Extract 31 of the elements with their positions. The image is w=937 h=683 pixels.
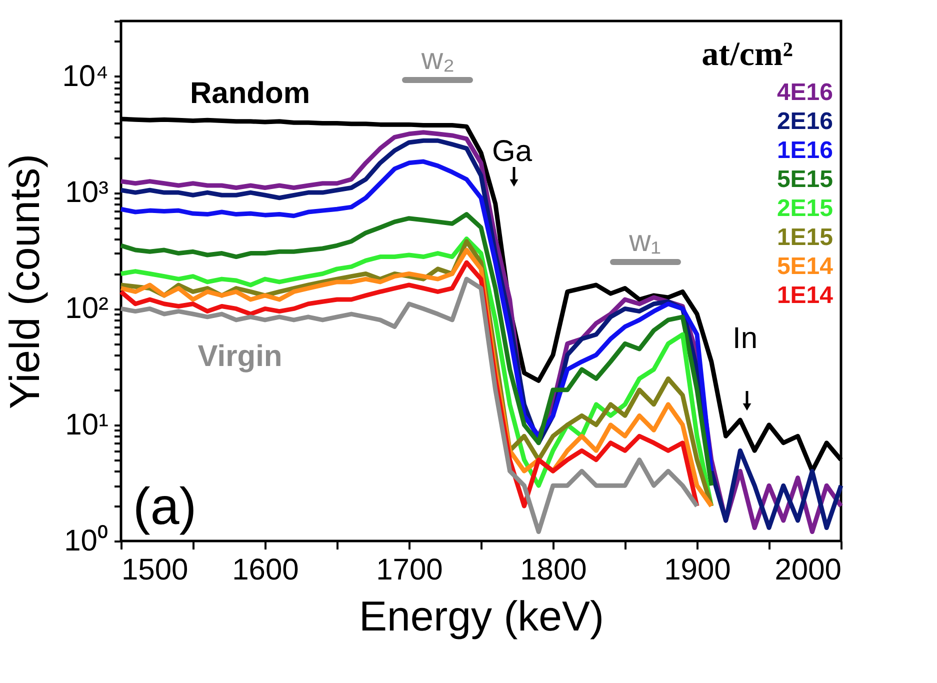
annotation: Virgin	[198, 340, 282, 373]
annotation: (a)	[133, 478, 197, 536]
legend-title: at/cm²	[702, 36, 793, 73]
x-tick-label: 2000	[774, 554, 842, 586]
text: 5E15	[776, 166, 833, 193]
y-axis-title: Yield (counts)	[1, 154, 48, 410]
y-tick-label: 10¹	[65, 408, 109, 442]
annotation: w₁	[628, 225, 661, 258]
x-tick-label: 1700	[376, 554, 443, 586]
y-tick-label: 10²	[65, 292, 109, 326]
text: 1E16	[776, 137, 833, 164]
text: 4E16	[776, 79, 833, 106]
text: 1E15	[776, 224, 833, 251]
x-tick-label: 1800	[520, 554, 587, 586]
annotation: w₂	[420, 43, 455, 76]
text: 5E14	[776, 253, 834, 280]
x-axis-title: Energy (keV)	[358, 592, 604, 640]
y-tick-label: 10⁰	[64, 524, 108, 558]
x-tick-label: 1900	[664, 554, 731, 586]
y-tick-label: 10³	[65, 176, 109, 210]
x-tick-label: 1600	[232, 554, 299, 586]
annotation: Ga	[492, 135, 532, 168]
line-series	[118, 276, 700, 534]
annotation: Random	[190, 77, 310, 110]
text: 1E14	[776, 282, 834, 309]
line-series	[118, 212, 714, 488]
annotation: In	[732, 322, 758, 355]
y-tick-label: 10⁴	[62, 60, 108, 93]
text: 2E15	[776, 195, 833, 222]
text: 2E16	[776, 108, 833, 135]
x-tick-label: 1500	[122, 554, 188, 586]
